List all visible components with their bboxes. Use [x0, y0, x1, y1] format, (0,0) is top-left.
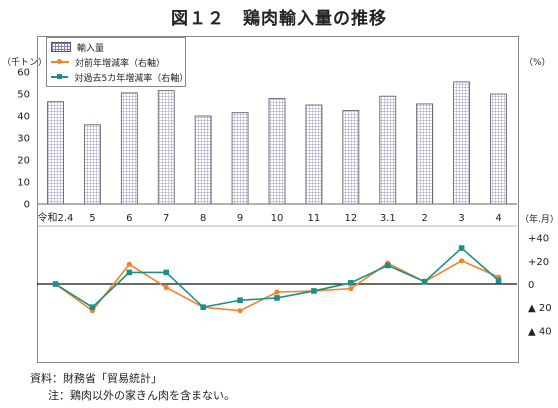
legend-item-bar: 輸入量 — [51, 40, 104, 54]
line2-point — [237, 297, 243, 304]
left-tick-label: 50 — [17, 90, 30, 101]
bar — [379, 95, 397, 205]
category-label: 5 — [89, 213, 95, 224]
legend-bar-swatch — [51, 42, 71, 52]
left-tick-label: 20 — [17, 156, 30, 167]
bar — [231, 112, 249, 205]
left-tick-label: 60 — [17, 68, 30, 79]
right-tick-label: ▲ 20 — [528, 303, 552, 314]
line1-point — [163, 284, 169, 291]
line1-point — [459, 258, 465, 264]
legend-item-line2: 対過去5カ年増減率（右軸） — [51, 70, 189, 84]
line1-point — [274, 289, 280, 295]
line2-point — [163, 269, 170, 276]
legend-line1-label: 対前年増減率（右軸） — [75, 58, 166, 69]
line2-point — [421, 278, 428, 285]
right-tick-label: ▲ 40 — [528, 326, 552, 337]
bar — [194, 115, 212, 205]
legend-bar-label: 輸入量 — [77, 43, 105, 54]
line1-point — [348, 286, 354, 292]
legend: 輸入量 対前年増減率（右軸） 対過去5カ年増減率（右軸） — [46, 37, 189, 87]
category-label: 4 — [495, 213, 501, 224]
bar — [83, 124, 101, 205]
legend-line2-swatch — [51, 74, 69, 79]
category-label: 2 — [422, 213, 428, 224]
line2-point — [52, 281, 59, 287]
line2-point — [495, 277, 502, 284]
footnote: 注：鶏肉以外の家きん肉を含まない。 — [48, 389, 235, 402]
left-tick-label: 30 — [17, 134, 30, 145]
category-label: 令和2.4 — [38, 211, 74, 224]
labels-layer: 0 10 20 30 40 50 60 令和2.4 5 6 7 8 9 10 11 12 3.1 2 3 4 +40 +2… — [17, 68, 551, 338]
bar — [305, 104, 323, 205]
right-tick-label: 0 — [528, 280, 534, 291]
category-label: 6 — [126, 213, 132, 224]
figure-number: 図１２ — [171, 9, 225, 29]
x-axis-unit: （年.月） — [520, 215, 558, 225]
bar — [120, 92, 138, 205]
bar — [453, 81, 471, 205]
left-axis-unit: （千トン） — [2, 58, 48, 68]
category-label: 7 — [163, 213, 169, 224]
line2-point — [311, 288, 317, 294]
right-axis-unit: （%） — [524, 58, 551, 68]
category-label: 8 — [200, 213, 206, 224]
left-tick-label: 0 — [24, 200, 30, 211]
bar — [157, 90, 175, 205]
title-text: 鶏肉輸入量の推移 — [243, 9, 387, 29]
legend-item-line1: 対前年増減率（右軸） — [51, 55, 165, 69]
line1-point — [237, 308, 243, 314]
line2-point — [274, 295, 280, 301]
bar — [268, 98, 286, 205]
bar — [47, 101, 64, 205]
category-label: 11 — [308, 213, 321, 224]
bars-layer — [47, 81, 507, 205]
bar — [416, 103, 434, 205]
category-label: 12 — [344, 213, 357, 224]
left-tick-label: 40 — [17, 112, 30, 123]
series-line-1 — [54, 259, 499, 312]
line2-point — [458, 245, 465, 251]
bar — [490, 93, 507, 205]
line2-point — [200, 304, 206, 310]
source-note: 資料：財務省「貿易統計」 — [30, 372, 162, 385]
category-label: 9 — [237, 213, 243, 224]
bar — [342, 110, 360, 205]
left-tick-label: 10 — [17, 178, 30, 189]
category-label: 3 — [458, 213, 464, 224]
legend-line1-swatch — [51, 59, 69, 64]
right-tick-label: +20 — [528, 257, 549, 268]
legend-line2-label: 対過去5カ年増減率（右軸） — [74, 73, 189, 84]
line2-point — [384, 262, 391, 269]
line2-point — [348, 280, 354, 286]
line2-point — [126, 269, 133, 276]
chart-title: 図１２ 鶏肉輸入量の推移 — [0, 4, 558, 29]
right-tick-label: +40 — [528, 234, 549, 245]
category-label: 3.1 — [380, 213, 396, 224]
line1-point — [126, 261, 132, 267]
lines-layer — [52, 245, 502, 314]
category-label: 10 — [271, 213, 284, 224]
line2-point — [89, 304, 96, 310]
